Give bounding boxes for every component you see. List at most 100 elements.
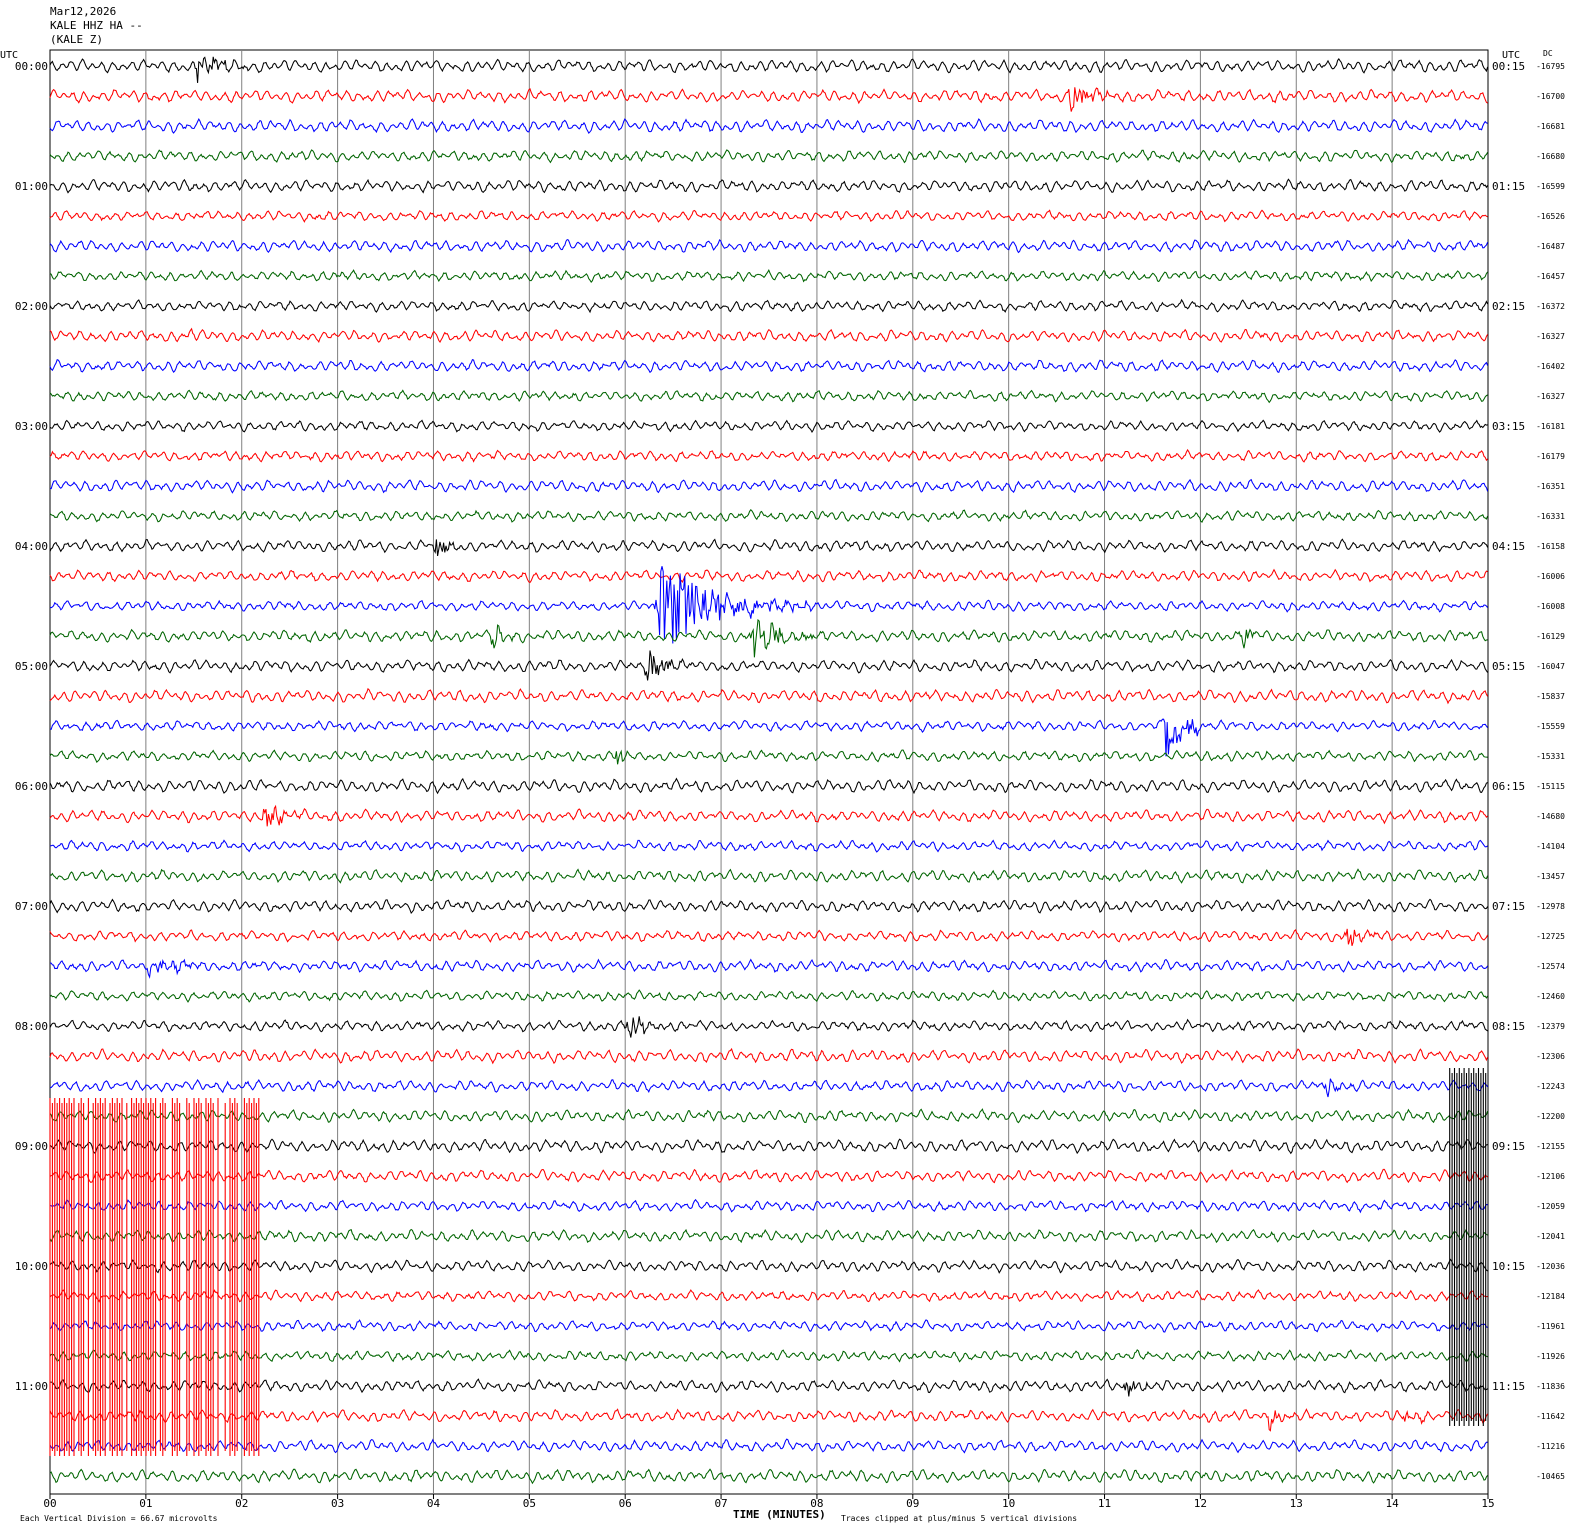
seismogram-trace xyxy=(49,538,1489,556)
dc-offset-label: -16327 xyxy=(1536,392,1565,401)
x-tick-label: 05 xyxy=(523,1497,536,1510)
x-tick-label: 08 xyxy=(810,1497,823,1510)
seismogram-trace xyxy=(49,1108,1489,1124)
seismogram-trace xyxy=(49,209,1488,223)
left-time-label: 06:00 xyxy=(15,780,48,793)
x-tick-label: 00 xyxy=(43,1497,56,1510)
seismogram-trace xyxy=(49,509,1489,523)
x-tick-label: 01 xyxy=(139,1497,152,1510)
grid-layer xyxy=(49,49,1489,1499)
dc-offset-label: -12243 xyxy=(1536,1082,1565,1091)
clipped-signal-block xyxy=(49,1098,260,1456)
dc-offset-label: -12306 xyxy=(1536,1052,1565,1061)
dc-offset-label: -14104 xyxy=(1536,842,1565,851)
x-tick-label: 02 xyxy=(235,1497,248,1510)
dc-offset-label: -16700 xyxy=(1536,92,1565,101)
dc-offset-label: -16599 xyxy=(1536,182,1565,191)
dc-offset-label: -15837 xyxy=(1536,692,1565,701)
right-time-label: 09:15 xyxy=(1492,1140,1525,1153)
dc-offset-label: -12106 xyxy=(1536,1172,1565,1181)
dc-offset-label: -12155 xyxy=(1536,1142,1565,1151)
dc-offset-label: -12379 xyxy=(1536,1022,1565,1031)
dc-offset-label: -13457 xyxy=(1536,872,1565,881)
trace-layer xyxy=(49,56,1489,1485)
scale-note: Each Vertical Division = 66.67 microvolt… xyxy=(20,1514,218,1523)
seismogram-trace xyxy=(49,568,1488,584)
seismogram-trace xyxy=(50,1378,1488,1397)
seismogram-trace xyxy=(49,178,1489,194)
dc-offset-label: -11642 xyxy=(1536,1412,1565,1421)
x-tick-label: 11 xyxy=(1098,1497,1111,1510)
dc-offset-label: -12200 xyxy=(1536,1112,1565,1121)
header-date: Mar12,2026 xyxy=(50,5,117,18)
dc-offset-label: -15115 xyxy=(1536,782,1565,791)
left-time-label: 08:00 xyxy=(15,1020,48,1033)
left-time-label: 09:00 xyxy=(15,1140,48,1153)
seismogram-trace xyxy=(49,1016,1488,1038)
x-tick-label: 13 xyxy=(1290,1497,1303,1510)
right-time-label: 08:15 xyxy=(1492,1020,1525,1033)
seismogram-trace xyxy=(49,1047,1489,1065)
right-time-label: 11:15 xyxy=(1492,1380,1525,1393)
right-time-label: 06:15 xyxy=(1492,780,1525,793)
dc-offset-label: -16680 xyxy=(1536,152,1565,161)
dc-offset-label: -12978 xyxy=(1536,902,1565,911)
x-tick-label: 06 xyxy=(619,1497,632,1510)
dc-offset-label: -16351 xyxy=(1536,482,1565,491)
dc-offset-label: -16006 xyxy=(1536,572,1565,581)
header-station: KALE HHZ HA -- xyxy=(50,19,143,32)
dc-offset-label: -14680 xyxy=(1536,812,1565,821)
right-time-label: 00:15 xyxy=(1492,60,1525,73)
left-time-label: 00:00 xyxy=(15,60,48,73)
dc-offset-label: -16372 xyxy=(1536,302,1565,311)
dc-offset-label: -16179 xyxy=(1536,452,1565,461)
seismogram-trace xyxy=(49,650,1489,681)
dc-offset-label: -16047 xyxy=(1536,662,1565,671)
dc-offset-label: -16526 xyxy=(1536,212,1565,221)
dc-offset-label: -12059 xyxy=(1536,1202,1565,1211)
seismogram-trace xyxy=(49,117,1488,135)
left-time-label: 05:00 xyxy=(15,660,48,673)
right-time-label: 07:15 xyxy=(1492,900,1525,913)
seismogram-trace xyxy=(49,749,1488,765)
seismogram-trace xyxy=(49,718,1489,757)
seismogram-trace xyxy=(49,839,1488,853)
x-tick-label: 03 xyxy=(331,1497,344,1510)
left-time-label: 07:00 xyxy=(15,900,48,913)
left-time-label: 11:00 xyxy=(15,1380,48,1393)
clip-note: Traces clipped at plus/minus 5 vertical … xyxy=(841,1514,1078,1523)
dc-offset-label: -16487 xyxy=(1536,242,1565,251)
seismogram-trace xyxy=(49,1168,1488,1184)
seismogram-trace xyxy=(49,327,1489,344)
right-time-label: 04:15 xyxy=(1492,540,1525,553)
dc-offset-label: -16181 xyxy=(1536,422,1565,431)
left-time-label: 04:00 xyxy=(15,540,48,553)
seismogram-trace xyxy=(49,868,1489,884)
x-axis-title: TIME (MINUTES) xyxy=(733,1508,826,1521)
clipped-signal-block xyxy=(1449,1068,1487,1426)
seismogram-trace xyxy=(49,389,1488,404)
seismogram-trace xyxy=(49,448,1488,463)
right-time-label: 03:15 xyxy=(1492,420,1525,433)
x-tick-label: 10 xyxy=(1002,1497,1015,1510)
header-station-short: (KALE Z) xyxy=(50,33,103,46)
seismogram-trace xyxy=(49,149,1489,164)
dc-offset-label: -12041 xyxy=(1536,1232,1565,1241)
utc-right-label: UTC xyxy=(1502,50,1521,61)
seismogram-trace xyxy=(49,898,1489,914)
dc-offset-label: -16158 xyxy=(1536,542,1565,551)
seismogram-trace xyxy=(49,1349,1488,1363)
seismogram-trace xyxy=(49,777,1488,795)
seismogram-trace xyxy=(49,419,1488,434)
left-time-label: 03:00 xyxy=(15,420,48,433)
dc-offset-label: -11961 xyxy=(1536,1322,1565,1331)
seismogram-trace xyxy=(49,1468,1489,1485)
x-tick-label: 12 xyxy=(1194,1497,1207,1510)
dc-offset-label: -12036 xyxy=(1536,1262,1565,1271)
dc-offset-label: -15559 xyxy=(1536,722,1565,731)
dc-offset-label: -12184 xyxy=(1536,1292,1565,1301)
dc-offset-label: -11216 xyxy=(1536,1442,1565,1451)
utc-left-label: UTC xyxy=(0,50,19,61)
x-tick-label: 04 xyxy=(427,1497,441,1510)
